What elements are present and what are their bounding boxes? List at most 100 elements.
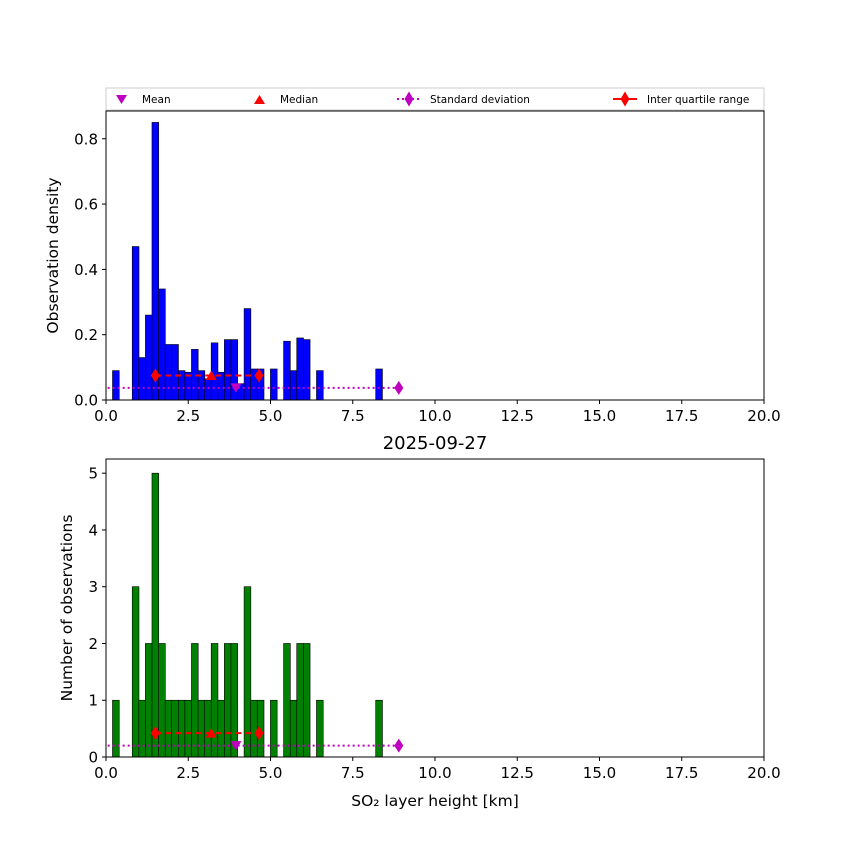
count-bar-22: [283, 643, 291, 758]
count-median-marker: [205, 728, 217, 738]
density-x-tick-label-0: 0.0: [94, 407, 118, 425]
count-bar-24: [296, 643, 304, 758]
count-bar-7: [171, 699, 179, 758]
density-bar-23: [289, 370, 298, 401]
density-bar-22: [283, 340, 291, 401]
density-x-tick-label-8: 20.0: [747, 407, 780, 425]
density-bar-21: [270, 368, 278, 401]
count-bar-23: [289, 699, 298, 758]
count-bar-1: [131, 586, 140, 758]
count-iqr-marker-q3: [254, 726, 264, 741]
legend-iqr-label: Inter quartile range: [647, 94, 749, 106]
legend-entry-median: Median: [254, 94, 318, 106]
count-x-tick-label-6: 15.0: [583, 764, 616, 782]
legend-std-label: Standard deviation: [430, 94, 530, 106]
density-y-axis-label: Observation density: [44, 177, 62, 333]
count-y-axis: 0 1 2 3 4 5: [88, 465, 106, 767]
density-y-tick-label-4: 0.8: [74, 130, 98, 148]
count-statistics: [107, 726, 404, 753]
density-bar-15: [224, 339, 232, 401]
count-bar-0: [112, 699, 120, 758]
count-x-axis-label: SO₂ layer height [km]: [351, 792, 519, 810]
count-y-tick-label-1: 1: [88, 692, 98, 710]
density-x-tick-label-6: 15.0: [583, 407, 616, 425]
density-bar-12: [204, 378, 212, 401]
legend-entry-iqr: Inter quartile range: [613, 91, 749, 107]
density-std-marker: [394, 380, 404, 395]
count-bar-11: [197, 699, 206, 758]
density-bar-6: [164, 344, 173, 401]
density-median-marker: [205, 370, 217, 381]
count-bars: [112, 472, 383, 758]
count-bar-25: [303, 643, 311, 758]
count-y-tick-label-0: 0: [88, 749, 98, 767]
legend-median-label: Median: [280, 94, 318, 106]
density-y-axis: 0.0 0.2 0.4 0.6 0.8: [74, 130, 106, 410]
count-x-tick-label-0: 0.0: [94, 764, 118, 782]
count-std-marker: [394, 738, 404, 753]
density-bar-27: [375, 368, 383, 401]
density-x-tick-label-7: 17.5: [665, 407, 698, 425]
density-bar-1: [131, 246, 140, 401]
count-bar-9: [184, 699, 192, 758]
density-x-tick-label-4: 10.0: [418, 407, 451, 425]
count-bar-10: [191, 643, 199, 758]
count-bar-26: [316, 699, 324, 758]
count-bar-15: [224, 643, 232, 758]
count-x-tick-label-7: 17.5: [665, 764, 698, 782]
legend-mean-marker: [116, 95, 127, 104]
count-histogram-panel: 2025-09-27 0.0 2.5 5.0 7.5 10.0 12.5 15.0 17.5 2…: [58, 433, 781, 810]
count-x-tick-label-8: 20.0: [747, 764, 780, 782]
legend-mean-label: Mean: [142, 94, 171, 106]
legend: Mean Median Standard deviation Inter qua…: [105, 87, 765, 111]
legend-entry-std: Standard deviation: [397, 91, 530, 107]
density-x-tick-label-5: 12.5: [501, 407, 534, 425]
density-x-tick-label-1: 2.5: [176, 407, 200, 425]
density-bar-2: [138, 357, 146, 401]
count-y-axis-label: Number of observations: [58, 515, 76, 702]
count-bar-3: [145, 643, 153, 758]
count-bar-6: [164, 699, 173, 758]
density-bar-24: [296, 337, 304, 401]
count-bar-18: [243, 586, 252, 758]
count-bar-16: [230, 643, 238, 758]
density-y-tick-label-3: 0.6: [74, 196, 98, 214]
density-bar-26: [316, 370, 324, 401]
density-bar-13: [210, 342, 219, 401]
count-x-axis: 0.0 2.5 5.0 7.5 10.0 12.5 15.0 17.5 20.0: [94, 757, 781, 782]
density-mean-marker: [230, 383, 242, 393]
density-bar-5: [158, 288, 166, 401]
count-y-tick-label-2: 2: [88, 635, 98, 653]
density-bar-7: [171, 344, 179, 401]
density-bar-0: [112, 370, 120, 401]
legend-median-marker: [254, 95, 265, 104]
density-statistics: [107, 368, 404, 395]
density-bars: [112, 122, 383, 401]
count-y-tick-label-5: 5: [88, 465, 98, 483]
density-x-tick-label-3: 7.5: [341, 407, 365, 425]
density-y-tick-label-2: 0.4: [74, 261, 98, 279]
density-x-axis: 0.0 2.5 5.0 7.5 10.0 12.5 15.0 17.5 20.0: [94, 400, 781, 425]
density-iqr-marker-q3: [254, 368, 264, 383]
count-bar-21: [270, 699, 278, 758]
count-x-tick-label-1: 2.5: [176, 764, 200, 782]
count-x-tick-label-4: 10.0: [418, 764, 451, 782]
density-bar-4: [151, 122, 160, 401]
count-bar-13: [210, 643, 219, 758]
count-bar-2: [138, 699, 146, 758]
count-y-tick-label-4: 4: [88, 521, 98, 539]
count-bar-8: [177, 699, 186, 758]
density-y-tick-label-0: 0.0: [74, 392, 98, 410]
density-iqr-marker-q1: [150, 368, 160, 383]
count-iqr-marker-q1: [150, 726, 160, 741]
density-bar-25: [303, 339, 311, 401]
count-panel-title: 2025-09-27: [383, 433, 488, 454]
count-x-tick-label-5: 12.5: [501, 764, 534, 782]
legend-iqr-marker: [620, 91, 630, 107]
count-bar-19: [250, 699, 258, 758]
count-bar-14: [217, 699, 225, 758]
density-x-tick-label-2: 5.0: [259, 407, 283, 425]
count-bar-4: [151, 472, 160, 758]
density-y-tick-label-1: 0.2: [74, 326, 98, 344]
count-x-tick-label-3: 7.5: [341, 764, 365, 782]
